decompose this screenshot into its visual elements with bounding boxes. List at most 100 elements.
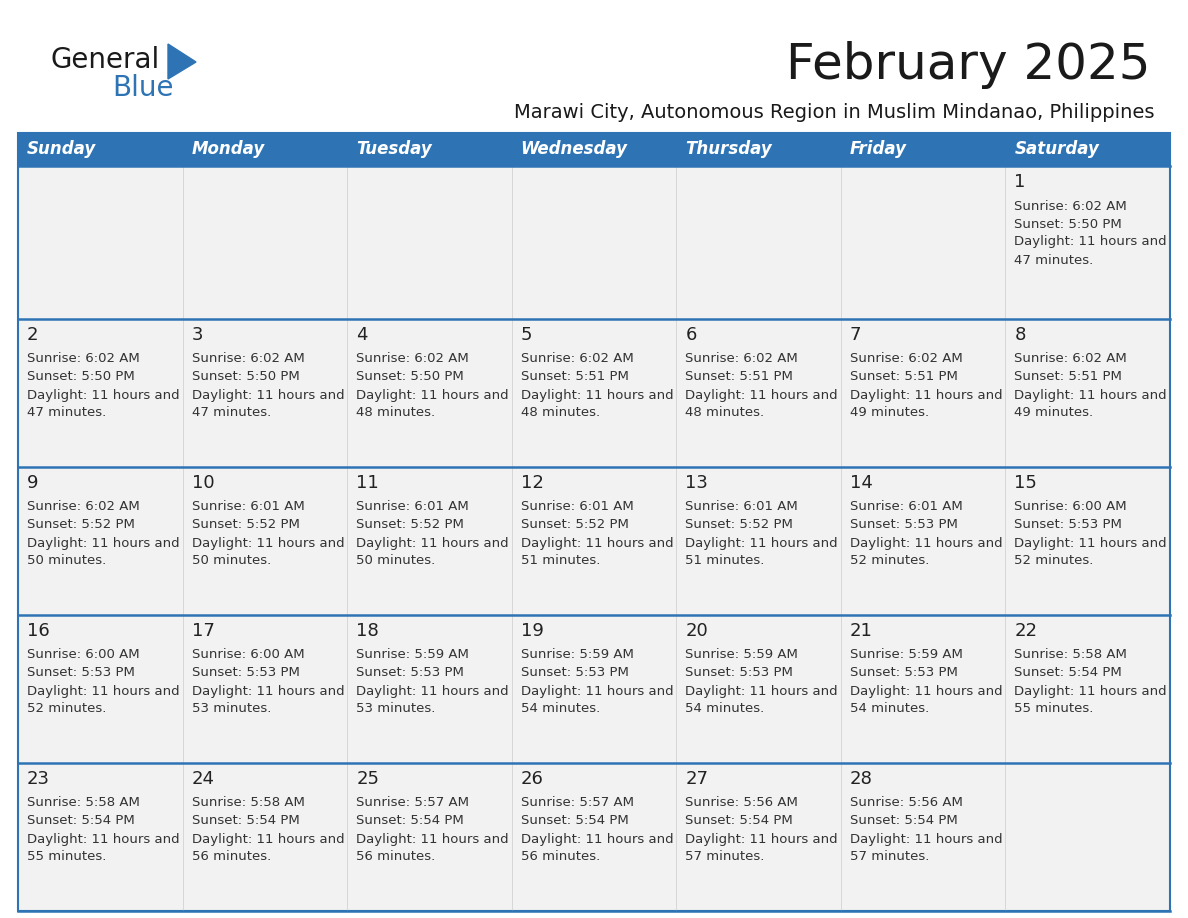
Bar <box>841 133 1005 166</box>
Text: 50 minutes.: 50 minutes. <box>356 554 435 567</box>
Text: Saturday: Saturday <box>1015 140 1099 159</box>
Text: Sunset: 5:53 PM: Sunset: 5:53 PM <box>356 666 465 679</box>
Text: 28: 28 <box>849 770 873 788</box>
Text: 16: 16 <box>27 622 50 640</box>
Text: 50 minutes.: 50 minutes. <box>27 554 106 567</box>
Text: Sunset: 5:50 PM: Sunset: 5:50 PM <box>27 371 134 384</box>
Text: 57 minutes.: 57 minutes. <box>849 850 929 864</box>
Bar <box>347 763 512 911</box>
Text: 19: 19 <box>520 622 544 640</box>
Text: February 2025: February 2025 <box>785 41 1150 89</box>
Text: Sunrise: 6:02 AM: Sunrise: 6:02 AM <box>1015 353 1127 365</box>
Text: Daylight: 11 hours and: Daylight: 11 hours and <box>520 833 674 845</box>
Text: Sunrise: 5:58 AM: Sunrise: 5:58 AM <box>1015 648 1127 662</box>
Text: Sunrise: 6:01 AM: Sunrise: 6:01 AM <box>191 500 304 513</box>
Bar <box>676 763 841 911</box>
Text: Sunset: 5:53 PM: Sunset: 5:53 PM <box>191 666 299 679</box>
Text: 5: 5 <box>520 326 532 344</box>
Bar <box>676 467 841 615</box>
Text: Daylight: 11 hours and: Daylight: 11 hours and <box>356 536 508 550</box>
Text: Sunset: 5:52 PM: Sunset: 5:52 PM <box>685 519 794 532</box>
Text: 8: 8 <box>1015 326 1025 344</box>
Bar <box>18 166 183 319</box>
Text: Sunrise: 6:02 AM: Sunrise: 6:02 AM <box>849 353 962 365</box>
Text: 20: 20 <box>685 622 708 640</box>
Text: 51 minutes.: 51 minutes. <box>685 554 765 567</box>
Text: 4: 4 <box>356 326 367 344</box>
Text: Daylight: 11 hours and: Daylight: 11 hours and <box>191 388 345 401</box>
Text: Daylight: 11 hours and: Daylight: 11 hours and <box>191 536 345 550</box>
Text: 47 minutes.: 47 minutes. <box>27 407 106 420</box>
Bar <box>347 319 512 467</box>
Text: Daylight: 11 hours and: Daylight: 11 hours and <box>520 685 674 698</box>
Text: Sunset: 5:50 PM: Sunset: 5:50 PM <box>1015 218 1123 230</box>
Text: Daylight: 11 hours and: Daylight: 11 hours and <box>520 388 674 401</box>
Text: 10: 10 <box>191 474 214 492</box>
Bar <box>1005 467 1170 615</box>
Text: 25: 25 <box>356 770 379 788</box>
Text: Sunrise: 6:01 AM: Sunrise: 6:01 AM <box>685 500 798 513</box>
Text: Sunset: 5:52 PM: Sunset: 5:52 PM <box>191 519 299 532</box>
Text: Sunrise: 6:00 AM: Sunrise: 6:00 AM <box>191 648 304 662</box>
Text: Daylight: 11 hours and: Daylight: 11 hours and <box>685 536 838 550</box>
Text: Daylight: 11 hours and: Daylight: 11 hours and <box>356 833 508 845</box>
Text: Sunrise: 6:02 AM: Sunrise: 6:02 AM <box>356 353 469 365</box>
Bar <box>183 319 347 467</box>
Text: Marawi City, Autonomous Region in Muslim Mindanao, Philippines: Marawi City, Autonomous Region in Muslim… <box>514 103 1155 121</box>
Text: 47 minutes.: 47 minutes. <box>1015 253 1094 266</box>
Text: Sunset: 5:51 PM: Sunset: 5:51 PM <box>1015 371 1123 384</box>
Text: Sunset: 5:53 PM: Sunset: 5:53 PM <box>1015 519 1123 532</box>
Bar <box>676 166 841 319</box>
Text: Sunrise: 5:56 AM: Sunrise: 5:56 AM <box>685 797 798 810</box>
Text: Tuesday: Tuesday <box>356 140 432 159</box>
Text: Thursday: Thursday <box>685 140 772 159</box>
Text: Sunday: Sunday <box>27 140 96 159</box>
Text: 48 minutes.: 48 minutes. <box>685 407 764 420</box>
Bar <box>841 319 1005 467</box>
Text: Sunset: 5:54 PM: Sunset: 5:54 PM <box>1015 666 1123 679</box>
Bar <box>18 467 183 615</box>
Text: General: General <box>50 46 159 74</box>
Text: Daylight: 11 hours and: Daylight: 11 hours and <box>27 833 179 845</box>
Text: Sunrise: 5:59 AM: Sunrise: 5:59 AM <box>520 648 633 662</box>
Text: Daylight: 11 hours and: Daylight: 11 hours and <box>685 388 838 401</box>
Text: 14: 14 <box>849 474 873 492</box>
Bar <box>18 133 1170 911</box>
Bar <box>512 319 676 467</box>
Text: 3: 3 <box>191 326 203 344</box>
Text: Daylight: 11 hours and: Daylight: 11 hours and <box>356 685 508 698</box>
Text: 55 minutes.: 55 minutes. <box>27 850 107 864</box>
Text: Daylight: 11 hours and: Daylight: 11 hours and <box>191 833 345 845</box>
Text: 49 minutes.: 49 minutes. <box>1015 407 1093 420</box>
Text: Wednesday: Wednesday <box>520 140 627 159</box>
Bar <box>18 319 183 467</box>
Bar <box>841 615 1005 763</box>
Text: Daylight: 11 hours and: Daylight: 11 hours and <box>520 536 674 550</box>
Bar <box>1005 615 1170 763</box>
Text: Daylight: 11 hours and: Daylight: 11 hours and <box>27 536 179 550</box>
Bar <box>1005 133 1170 166</box>
Text: 21: 21 <box>849 622 873 640</box>
Text: Sunset: 5:54 PM: Sunset: 5:54 PM <box>685 814 794 827</box>
Text: Daylight: 11 hours and: Daylight: 11 hours and <box>27 685 179 698</box>
Text: Sunrise: 6:00 AM: Sunrise: 6:00 AM <box>27 648 140 662</box>
Text: 53 minutes.: 53 minutes. <box>191 702 271 715</box>
Text: Sunrise: 6:02 AM: Sunrise: 6:02 AM <box>27 353 140 365</box>
Text: 52 minutes.: 52 minutes. <box>849 554 929 567</box>
Bar <box>512 133 676 166</box>
Text: Friday: Friday <box>849 140 906 159</box>
Text: 15: 15 <box>1015 474 1037 492</box>
Text: Sunrise: 5:57 AM: Sunrise: 5:57 AM <box>356 797 469 810</box>
Text: 7: 7 <box>849 326 861 344</box>
Bar <box>676 615 841 763</box>
Bar <box>18 763 183 911</box>
Text: Sunrise: 5:56 AM: Sunrise: 5:56 AM <box>849 797 962 810</box>
Bar <box>512 763 676 911</box>
Text: Sunset: 5:52 PM: Sunset: 5:52 PM <box>356 519 465 532</box>
Bar <box>676 133 841 166</box>
Bar <box>512 467 676 615</box>
Text: 54 minutes.: 54 minutes. <box>685 702 765 715</box>
Text: Sunrise: 6:02 AM: Sunrise: 6:02 AM <box>191 353 304 365</box>
Text: Sunset: 5:53 PM: Sunset: 5:53 PM <box>27 666 135 679</box>
Text: Blue: Blue <box>112 74 173 102</box>
